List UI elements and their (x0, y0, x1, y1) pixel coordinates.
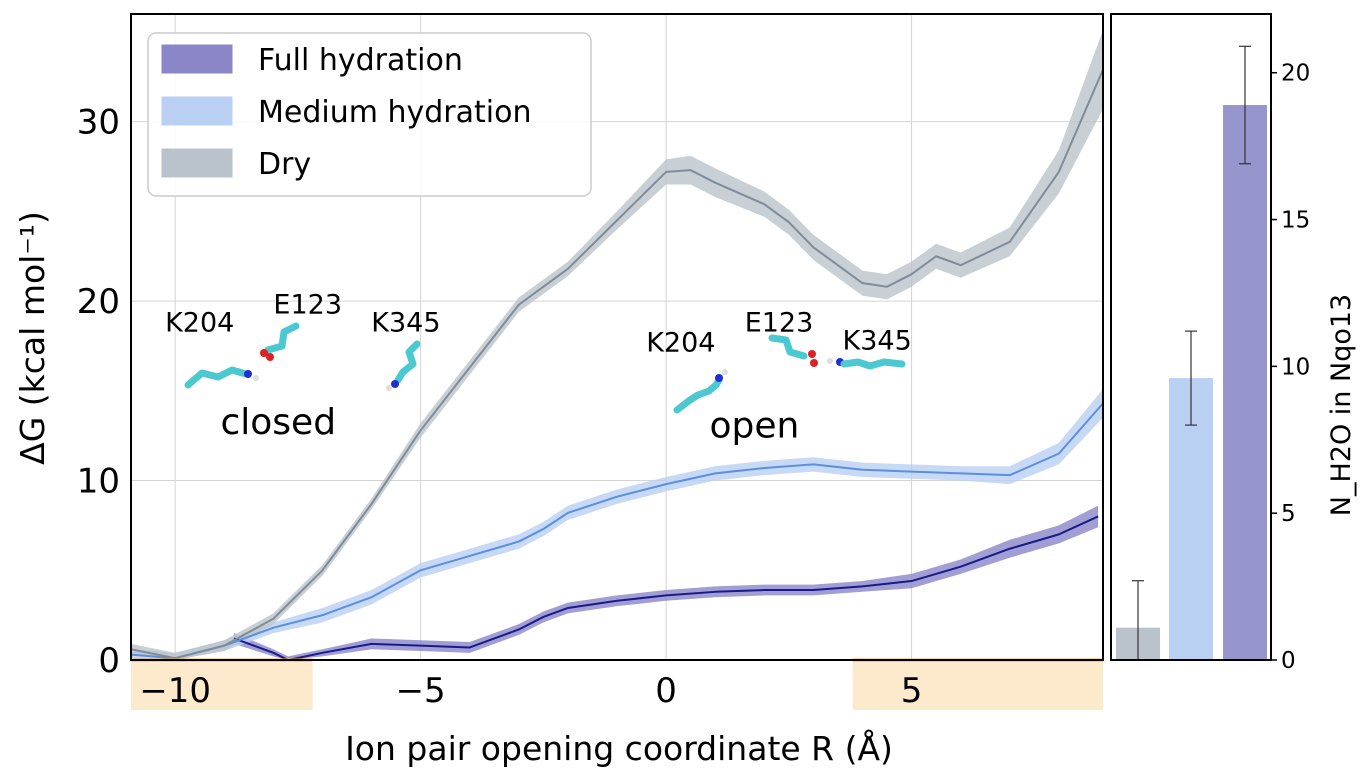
annotation-k345: K345 (843, 326, 912, 357)
bar-full-hydration (1223, 105, 1267, 660)
bar-y-tick-label: 20 (1281, 61, 1310, 87)
annotations: K204 E123 K345 closed K204 E123 K345 open (165, 290, 912, 447)
y-tick-labels: 0 10 20 30 (77, 103, 120, 681)
full-hydration-line (233, 515, 1099, 661)
annotation-k345: K345 (371, 308, 440, 339)
legend-box (147, 32, 592, 197)
open-molecule-k345-icon (827, 358, 906, 370)
bar-y-tick-label: 10 (1281, 354, 1310, 380)
annotation-k204: K204 (165, 308, 234, 339)
y-tick-label: 20 (77, 282, 120, 322)
dry-line (130, 69, 1104, 660)
legend: Full hydration Medium hydration Dry (147, 32, 592, 197)
full-hydration-legend-swatch (161, 44, 233, 74)
bar-y-tick-label: 0 (1281, 648, 1296, 674)
annotation-e123: E123 (273, 290, 342, 321)
dry-legend-label: Dry (258, 147, 311, 182)
full-hydration-legend-label: Full hydration (258, 43, 463, 78)
y-tick-label: 30 (77, 103, 120, 143)
medium-hydration-legend-label: Medium hydration (258, 95, 532, 130)
medium-hydration-line (130, 402, 1104, 660)
dry-legend-swatch (161, 148, 233, 178)
open-molecule-e123-icon (768, 334, 818, 367)
closed-molecule-e123-icon (260, 322, 300, 361)
series-lines (130, 69, 1104, 661)
closed-molecule-k204-icon (184, 366, 259, 389)
annotation-open: open (710, 405, 800, 446)
medium-hydration-legend-swatch (161, 96, 233, 126)
main-plot-frame (130, 13, 1104, 661)
bar-y-axis-label: N_H2O in Nqo13 (1326, 294, 1357, 516)
water-count-panel: 0 5 10 15 20 N_H2O in Nqo13 (1110, 13, 1357, 674)
x-tick-label: 0 (655, 671, 677, 711)
highlight-ranges (131, 660, 1103, 710)
dry-band (131, 30, 1103, 660)
y-tick-label: 10 (77, 462, 120, 502)
annotation-k204: K204 (646, 327, 715, 358)
closed-molecule-k345-icon (386, 340, 421, 391)
x-axis-label: Ion pair opening coordinate R (Å) (345, 728, 893, 768)
full-hydration-band (234, 505, 1099, 660)
bar-y-tick-label: 15 (1281, 208, 1310, 234)
bar-plot-frame (1110, 13, 1272, 661)
y-axis-label: ΔG (kcal mol⁻¹) (13, 211, 52, 465)
bars (1116, 105, 1267, 660)
medium-hydration-band (131, 389, 1103, 660)
x-tick-labels: −10 −5 0 5 (139, 671, 922, 711)
error-bands (131, 30, 1103, 660)
highlight-range-1 (852, 660, 1103, 710)
highlight-range-0 (131, 660, 313, 710)
x-tick-label: −5 (396, 671, 446, 711)
free-energy-panel: K204 E123 K345 closed K204 E123 K345 open −10 −5… (13, 13, 1104, 768)
bar-y-tick-label: 5 (1281, 501, 1296, 527)
y-tick-label: 0 (98, 641, 120, 681)
open-molecule-k204-icon (673, 369, 728, 414)
annotation-closed: closed (220, 402, 336, 443)
molecule-drawings (184, 322, 906, 414)
x-tick-label: −10 (139, 671, 211, 711)
annotation-e123: E123 (745, 308, 814, 339)
bar-y-tick-labels: 0 5 10 15 20 (1271, 61, 1310, 674)
x-tick-label: 5 (901, 671, 923, 711)
